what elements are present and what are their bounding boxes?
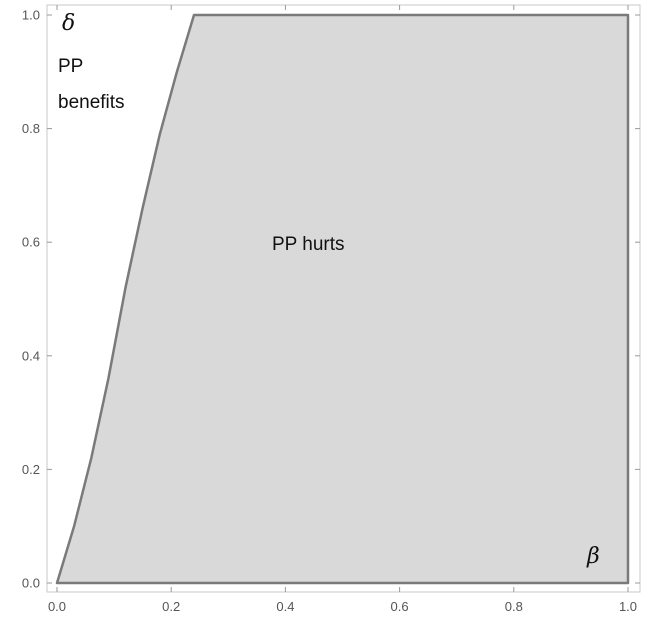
- pp-benefits-label-line1: PP: [58, 56, 83, 77]
- y-tick-label: 0.0: [22, 576, 40, 591]
- x-tick-label: 0.0: [48, 599, 66, 614]
- pp-hurts-label: PP hurts: [272, 234, 345, 255]
- pp-benefits-label-line2: benefits: [58, 92, 125, 113]
- x-tick-label: 0.2: [162, 599, 180, 614]
- y-tick-label: 0.6: [22, 235, 40, 250]
- axis-ticks: 0.0 0.2 0.4 0.6 0.8 1.0 0.0 0.2 0.4 0.6 0.8 1.0: [22, 5, 640, 614]
- x-tick-label: 1.0: [619, 599, 637, 614]
- y-tick-label: 0.4: [22, 348, 40, 363]
- x-tick-label: 0.6: [391, 599, 409, 614]
- y-tick-label: 0.8: [22, 121, 40, 136]
- delta-axis-label: δ: [62, 11, 75, 36]
- x-tick-label: 0.4: [276, 599, 294, 614]
- y-tick-label: 1.0: [22, 8, 40, 23]
- pp-hurts-region: [55, 13, 630, 585]
- beta-axis-label: β: [586, 544, 600, 569]
- plot-frame: [46, 4, 641, 593]
- x-tick-label: 0.8: [505, 599, 523, 614]
- y-tick-label: 0.2: [22, 462, 40, 477]
